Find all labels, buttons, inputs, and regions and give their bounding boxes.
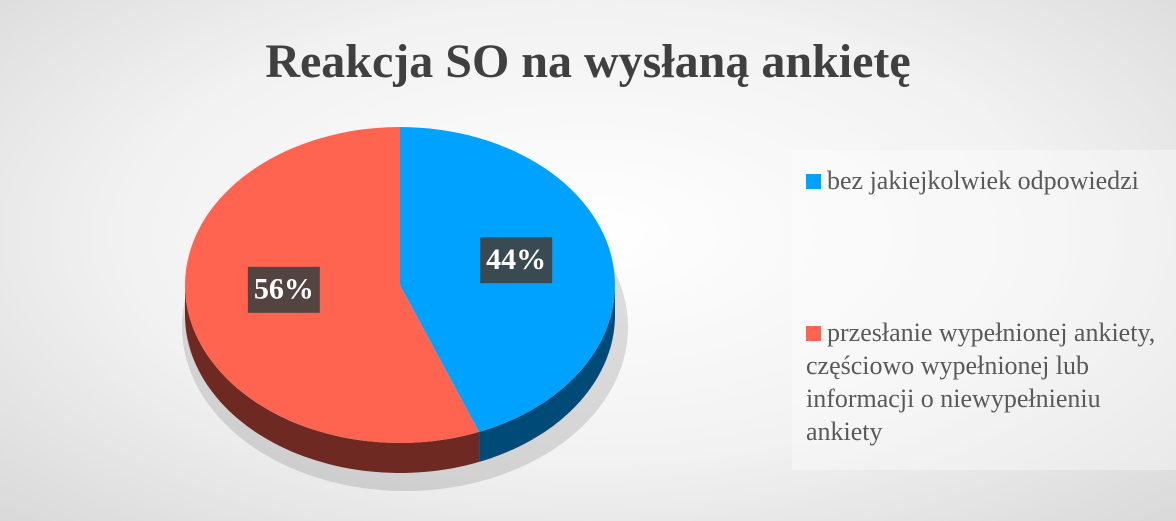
legend-label: bez jakiejkolwiek odpowiedzi xyxy=(827,166,1139,195)
pie-side xyxy=(185,285,480,473)
chart-title: Reakcja SO na wysłaną ankietę xyxy=(265,35,910,88)
legend-item: przesłanie wypełnionej ankiety, częściow… xyxy=(806,316,1156,448)
legend-swatch xyxy=(806,326,821,341)
pie-side xyxy=(479,285,615,462)
data-label: 44% xyxy=(486,243,546,276)
pie-slice xyxy=(185,127,480,443)
legend-label: przesłanie wypełnionej ankiety, częściow… xyxy=(806,318,1156,446)
legend: bez jakiejkolwiek odpowiedzi przesłanie w… xyxy=(792,150,1176,470)
label-box xyxy=(247,266,320,313)
data-label: 56% xyxy=(254,273,314,306)
legend-item: bez jakiejkolwiek odpowiedzi xyxy=(806,164,1156,197)
label-box xyxy=(480,237,553,284)
legend-swatch xyxy=(806,174,821,189)
